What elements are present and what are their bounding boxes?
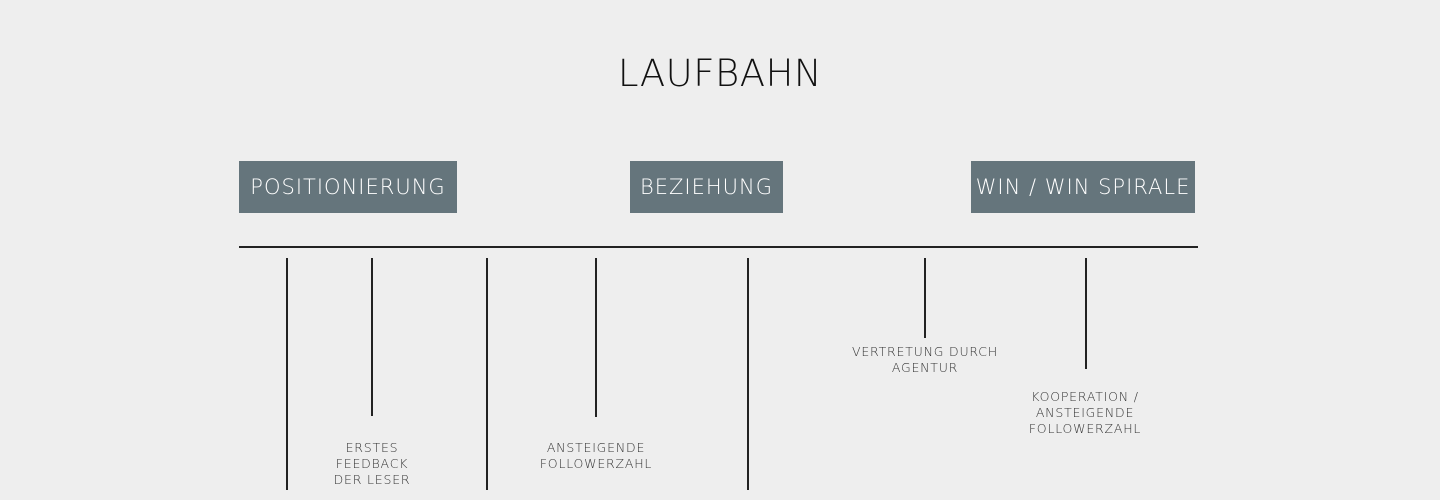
- timeline-axis: [239, 246, 1198, 248]
- milestone-label-vertretung-agentur: VERTRETUNG DURCH AGENTUR: [851, 344, 998, 375]
- timeline-tick: [486, 258, 488, 490]
- milestone-label-erstes-feedback: ERSTES FEEDBACK DER LESER: [333, 440, 411, 487]
- timeline-tick: [286, 258, 288, 490]
- timeline-tick-vertretung-agentur: [924, 258, 926, 338]
- timeline-tick-erstes-feedback: [371, 258, 373, 416]
- timeline-tick: [747, 258, 749, 490]
- phase-box-positionierung: POSITIONIERUNG: [239, 161, 457, 213]
- diagram-title: LAUFBAHN: [617, 52, 823, 95]
- phase-box-win-win-spirale: WIN / WIN SPIRALE: [971, 161, 1195, 213]
- timeline-tick-kooperation: [1085, 258, 1087, 369]
- phase-box-beziehung: BEZIEHUNG: [630, 161, 783, 213]
- milestone-label-ansteigende-followerzahl: ANSTEIGENDE FOLLOWERZAHL: [539, 440, 653, 471]
- milestone-label-kooperation: KOOPERATION / ANSTEIGENDE FOLLOWERZAHL: [1028, 389, 1142, 436]
- timeline-tick-ansteigende-followerzahl: [595, 258, 597, 417]
